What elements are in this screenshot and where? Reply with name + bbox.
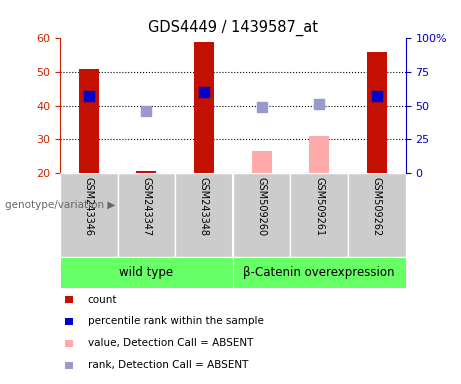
Text: GSM509262: GSM509262 [372, 177, 382, 236]
Text: value, Detection Call = ABSENT: value, Detection Call = ABSENT [88, 338, 253, 348]
Point [373, 93, 381, 99]
Bar [290, 173, 348, 257]
Bar [136, 171, 156, 173]
Text: genotype/variation ▶: genotype/variation ▶ [5, 200, 115, 210]
Bar [348, 173, 406, 257]
Bar [60, 173, 118, 257]
Text: GSM509261: GSM509261 [314, 177, 324, 236]
Bar [233, 173, 290, 257]
Text: GSM243346: GSM243346 [84, 177, 94, 236]
Text: GSM243348: GSM243348 [199, 177, 209, 236]
Point [85, 93, 92, 99]
Bar [367, 52, 387, 173]
Point [258, 104, 266, 110]
Point [142, 108, 150, 114]
Text: rank, Detection Call = ABSENT: rank, Detection Call = ABSENT [88, 360, 248, 370]
Text: count: count [88, 295, 117, 305]
Bar [60, 257, 233, 288]
Bar [233, 257, 406, 288]
Bar [79, 69, 99, 173]
Point [315, 101, 323, 107]
Text: wild type: wild type [119, 266, 173, 279]
Text: percentile rank within the sample: percentile rank within the sample [88, 316, 264, 326]
Text: β-Catenin overexpression: β-Catenin overexpression [243, 266, 395, 279]
Bar [118, 173, 175, 257]
Bar [252, 151, 272, 173]
Bar [309, 136, 329, 173]
Text: GSM243347: GSM243347 [142, 177, 151, 236]
Bar [175, 173, 233, 257]
Title: GDS4449 / 1439587_at: GDS4449 / 1439587_at [148, 20, 318, 36]
Text: GSM509260: GSM509260 [257, 177, 266, 236]
Point [200, 89, 207, 95]
Bar [194, 42, 214, 173]
